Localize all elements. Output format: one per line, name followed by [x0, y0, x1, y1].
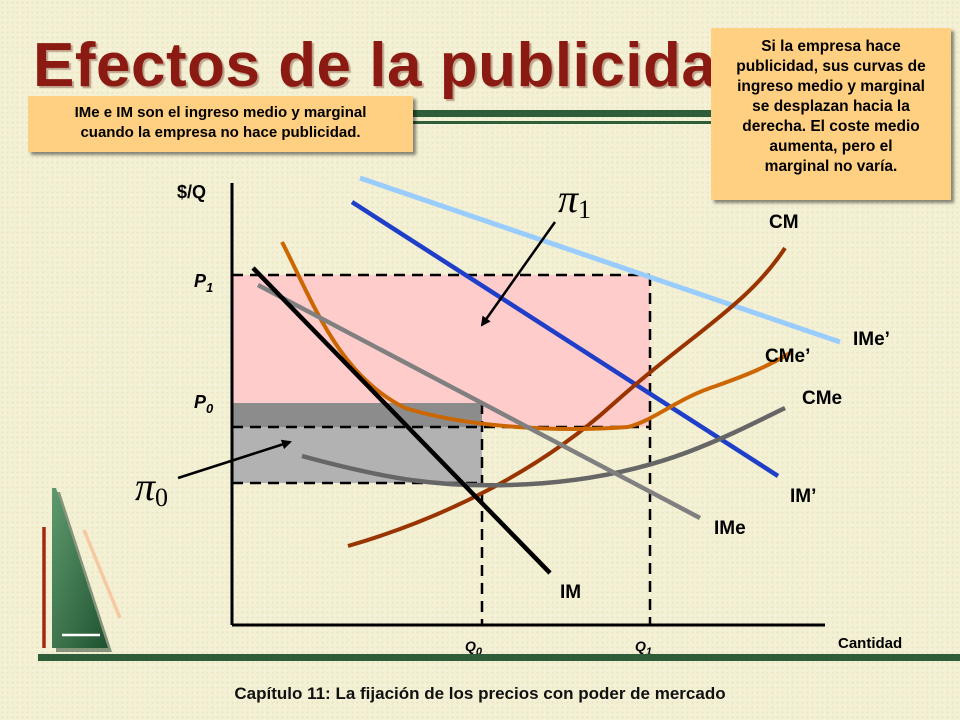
title-rule-top [405, 110, 713, 117]
decorative-wedge-logo [42, 488, 122, 652]
callout-no-advertising: IMe e IM son el ingreso medio y marginal… [28, 96, 413, 152]
curve-label-ime: IMe [714, 518, 746, 539]
curve-cme-prime [280, 241, 794, 431]
quantity-label-q1: Q1 [635, 638, 652, 658]
callout-line: aumenta, pero el [769, 138, 893, 155]
x-axis-label: Cantidad [838, 635, 902, 652]
curve-im [251, 266, 552, 575]
callout-line: IMe e IM son el ingreso medio y marginal [74, 104, 367, 121]
curve-label-cm: CM [769, 212, 799, 233]
callout-line: Si la empresa hace [761, 38, 901, 55]
curve-label-ime-prime: IMe’ [853, 329, 890, 350]
curve-label-im: IM [560, 582, 581, 603]
callout-advertising: Si la empresa hace publicidad, sus curva… [711, 28, 951, 200]
curve-label-cme: CMe [802, 388, 842, 409]
curve-ime-prime [359, 175, 841, 345]
wedge-arrow-diagonal [82, 529, 122, 619]
curve-ime [256, 283, 702, 520]
footer-rule [38, 654, 960, 661]
profit-label-pi0: π0 [135, 464, 168, 512]
quantity-label-q0: Q0 [465, 638, 483, 658]
curve-cme [301, 405, 786, 488]
title-rule-bottom [405, 121, 713, 124]
profit-area-overlap [232, 403, 482, 427]
price-label-p0: P0 [194, 392, 214, 416]
arrow-to-pi1 [480, 221, 557, 327]
slide-title: Efectos de la publicidad [33, 31, 755, 100]
curve-label-cme-prime: CMe’ [765, 346, 810, 367]
price-label-p1: P1 [194, 271, 213, 295]
callout-line: marginal no varía. [764, 158, 898, 175]
curve-im-prime [350, 200, 780, 478]
callout-line: cuando la empresa no hace publicidad. [80, 124, 361, 141]
profit-area-pi0 [232, 427, 482, 483]
y-axis-label: $/Q [177, 182, 206, 202]
curve-label-im-prime: IM’ [790, 486, 816, 507]
footer-text: Capítulo 11: La fijación de los precios … [234, 684, 726, 703]
callout-line: publicidad, sus curvas de [736, 58, 926, 75]
wedge-shape [52, 488, 108, 648]
callout-line: se desplazan hacia la [752, 98, 910, 115]
callout-line: derecha. El coste medio [742, 118, 920, 135]
curve-cm [347, 246, 787, 548]
callout-line: ingreso medio y marginal [737, 78, 925, 95]
arrow-to-pi0 [177, 439, 292, 480]
profit-label-pi1: π1 [558, 176, 591, 224]
